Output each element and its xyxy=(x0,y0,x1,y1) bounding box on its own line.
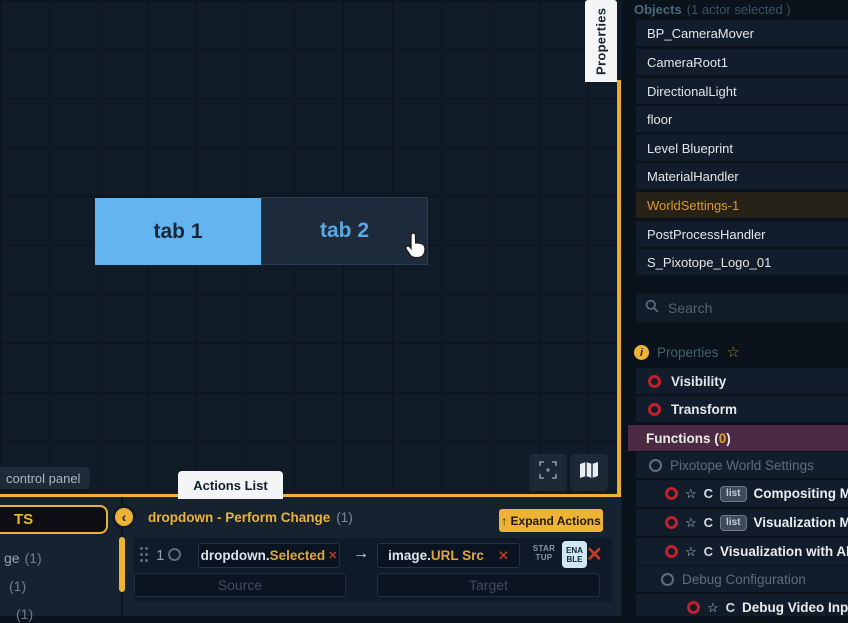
minimap-button[interactable] xyxy=(570,454,608,491)
list-badge: list xyxy=(720,514,747,531)
property-row-transform[interactable]: Transform xyxy=(636,396,848,422)
function-row[interactable]: ☆ C list Visualization Me xyxy=(636,509,848,536)
object-row[interactable]: S_Pixotope_Logo_01 xyxy=(636,249,848,275)
function-row[interactable]: ☆ C Visualization with Alp xyxy=(636,538,848,565)
chevron-left-icon: ‹ xyxy=(121,509,127,525)
action-row-index: 1 xyxy=(156,547,165,564)
functions-section-row[interactable]: Functions (0) xyxy=(628,425,848,451)
objects-header: Objects (1 actor selected ) xyxy=(634,2,791,17)
objects-title: Objects xyxy=(634,2,682,17)
star-icon[interactable]: ☆ xyxy=(707,600,719,615)
world-settings-group-row[interactable]: Pixotope World Settings xyxy=(636,452,848,478)
clear-target-icon[interactable]: ✕ xyxy=(497,547,509,563)
search-field[interactable] xyxy=(636,294,848,322)
gray-circle-icon xyxy=(649,458,662,472)
control-list-item[interactable]: (1) xyxy=(11,605,33,623)
tab-1-label: tab 1 xyxy=(153,219,203,243)
red-circle-icon xyxy=(687,601,700,614)
map-icon xyxy=(579,461,600,484)
collapse-panel-button[interactable]: ‹ xyxy=(115,508,133,526)
objects-subtitle: (1 actor selected ) xyxy=(686,2,791,17)
gray-circle-icon xyxy=(661,572,674,586)
red-circle-icon xyxy=(665,545,678,558)
control-list-selected-label: TS xyxy=(14,511,34,528)
source-input[interactable] xyxy=(134,573,346,597)
info-icon: i xyxy=(634,345,649,360)
red-circle-icon xyxy=(665,516,678,529)
function-row[interactable]: ☆ C list Compositing Mo xyxy=(636,480,848,507)
object-row[interactable]: Level Blueprint xyxy=(636,135,848,161)
preview-tab-2[interactable]: tab 2 xyxy=(261,197,428,265)
function-row[interactable]: ☆ C Debug Video Inpu xyxy=(636,594,848,616)
action-source-field[interactable]: dropdown. Selected ✕ xyxy=(198,543,340,568)
property-row-visibility[interactable]: Visibility xyxy=(636,368,848,394)
red-circle-icon xyxy=(648,402,661,416)
panel-divider xyxy=(617,80,621,616)
search-icon xyxy=(645,299,659,318)
star-icon[interactable]: ☆ xyxy=(685,544,697,559)
list-badge: list xyxy=(720,485,747,502)
startup-toggle[interactable]: STAR TUP xyxy=(532,544,556,562)
delete-action-button[interactable]: ✕ xyxy=(586,542,603,567)
properties-side-tab-label: Properties xyxy=(593,7,609,75)
action-target-field[interactable]: image. URL Src ✕ xyxy=(377,543,520,568)
action-group-header: dropdown - Perform Change (1) xyxy=(148,510,353,525)
function-c-icon: C xyxy=(703,515,714,530)
enable-toggle[interactable]: ENA BLE xyxy=(562,541,587,568)
debug-config-group-row[interactable]: Debug Configuration xyxy=(636,566,848,592)
red-circle-icon xyxy=(665,487,678,500)
item-count: (1) xyxy=(9,578,27,594)
star-icon[interactable]: ☆ xyxy=(685,515,697,530)
object-row[interactable]: CameraRoot1 xyxy=(636,49,848,75)
viewport-canvas[interactable]: tab 1 tab 2 xyxy=(0,0,622,616)
tab-2-label: tab 2 xyxy=(319,219,369,242)
star-icon[interactable]: ☆ xyxy=(726,344,740,361)
hand-cursor-icon xyxy=(403,231,429,261)
focus-icon xyxy=(538,460,558,485)
objects-properties-panel: Objects (1 actor selected ) BP_CameraMov… xyxy=(622,0,848,616)
action-row-radio[interactable] xyxy=(168,548,181,561)
star-icon[interactable]: ☆ xyxy=(685,486,697,501)
control-panel-label: control panel xyxy=(0,467,91,489)
functions-count: 0 xyxy=(718,430,727,446)
function-c-icon: C xyxy=(703,486,714,501)
control-list-selected-item[interactable]: TS xyxy=(0,505,108,534)
object-row[interactable]: BP_CameraMover xyxy=(636,20,848,46)
action-group-title: dropdown - Perform Change xyxy=(148,510,331,525)
item-count: (1) xyxy=(24,550,42,566)
expand-actions-button[interactable]: ↑ Expand Actions xyxy=(499,509,603,532)
function-c-icon: C xyxy=(703,544,714,559)
target-input[interactable] xyxy=(377,573,600,597)
arrow-right-icon: → xyxy=(353,545,369,562)
close-icon: ✕ xyxy=(586,544,603,566)
control-list-item[interactable]: ge (1) xyxy=(4,550,42,566)
object-row-selected[interactable]: WorldSettings-1 xyxy=(636,192,848,218)
properties-side-tab[interactable]: Properties xyxy=(585,0,617,82)
object-row[interactable]: MaterialHandler xyxy=(636,163,848,189)
red-circle-icon xyxy=(648,374,661,388)
focus-view-button[interactable] xyxy=(529,454,567,491)
actions-list-tab[interactable]: Actions List xyxy=(178,471,283,499)
drag-handle-icon[interactable] xyxy=(140,547,150,565)
clear-source-icon[interactable]: ✕ xyxy=(328,550,338,562)
object-row[interactable]: PostProcessHandler xyxy=(636,221,848,247)
properties-section-header: i Properties ☆ xyxy=(634,345,740,360)
sublist-scrollbar[interactable] xyxy=(119,537,125,592)
action-group-count: (1) xyxy=(336,510,353,525)
item-count: (1) xyxy=(16,606,34,622)
actions-list-tab-label: Actions List xyxy=(193,477,268,493)
preview-tab-1[interactable]: tab 1 xyxy=(95,198,261,265)
object-row[interactable]: DirectionalLight xyxy=(636,78,848,104)
object-row[interactable]: floor xyxy=(636,106,848,132)
control-list-item[interactable]: (1) xyxy=(4,577,26,595)
properties-title: Properties xyxy=(657,345,719,360)
search-input[interactable] xyxy=(666,299,820,317)
function-c-icon: C xyxy=(725,600,736,615)
